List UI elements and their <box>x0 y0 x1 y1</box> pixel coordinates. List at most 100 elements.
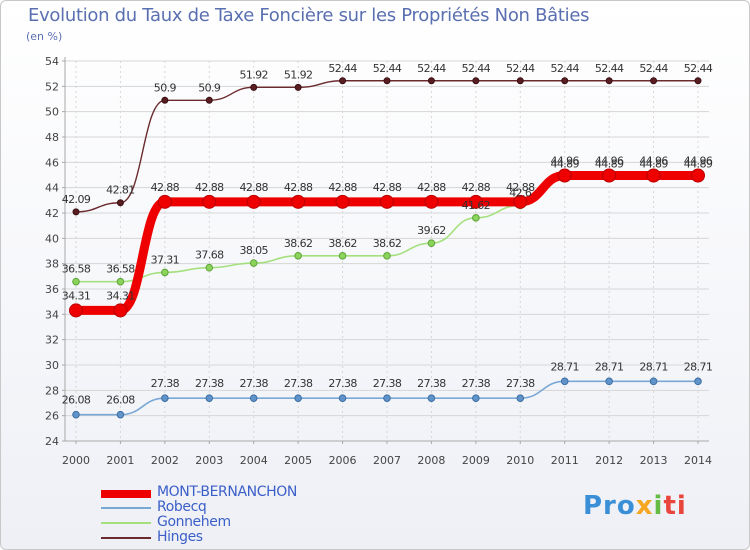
data-label-mont-bernanchon: 44.96 <box>595 155 624 168</box>
data-point-gonnehem <box>161 268 169 277</box>
data-point-mont-bernanchon <box>69 303 83 318</box>
y-tick-label: 40 <box>45 232 59 245</box>
data-point-mont-bernanchon <box>202 194 217 209</box>
legend-label-mont-bernanchon: MONT-BERNANCHON <box>157 484 297 500</box>
data-label-hinges: 52.44 <box>595 62 624 75</box>
data-label-robecq: 27.38 <box>328 377 357 390</box>
data-point-mont-bernanchon <box>646 168 661 183</box>
y-tick-label: 46 <box>45 156 59 169</box>
data-label-gonnehem: 39.62 <box>417 224 446 237</box>
y-tick-label: 30 <box>45 359 59 372</box>
data-point-mont-bernanchon <box>246 194 261 209</box>
logo-part: i <box>653 491 664 521</box>
data-point-gonnehem <box>116 277 125 286</box>
data-label-robecq: 26.08 <box>62 394 91 407</box>
data-label-robecq: 28.71 <box>595 360 624 373</box>
y-tick-label: 36 <box>45 283 59 296</box>
data-label-gonnehem: 38.62 <box>373 237 402 250</box>
data-label-hinges: 51.92 <box>284 68 313 81</box>
data-label-robecq: 27.38 <box>506 377 535 390</box>
y-tick-label: 32 <box>45 334 59 347</box>
data-label-robecq: 26.08 <box>106 394 135 407</box>
data-point-hinges <box>294 83 302 91</box>
y-tick-label: 42 <box>45 207 59 220</box>
data-point-hinges <box>72 208 80 216</box>
data-label-robecq: 27.38 <box>417 377 446 390</box>
data-point-mont-bernanchon <box>602 168 617 183</box>
x-tick-label: 2014 <box>684 454 712 467</box>
data-point-gonnehem <box>383 252 391 260</box>
data-point-mont-bernanchon <box>380 194 394 209</box>
data-label-robecq: 28.71 <box>639 360 668 373</box>
data-point-hinges <box>116 199 124 207</box>
x-tick-label: 2005 <box>284 454 312 467</box>
data-point-robecq <box>383 394 391 402</box>
data-label-hinges: 50.9 <box>198 81 221 94</box>
data-point-robecq <box>560 377 569 386</box>
data-point-robecq <box>338 394 347 402</box>
x-tick-label: 2000 <box>62 454 90 467</box>
y-tick-label: 44 <box>45 182 59 195</box>
data-label-gonnehem: 36.58 <box>106 263 135 276</box>
data-label-hinges: 42.81 <box>106 184 135 197</box>
data-point-hinges <box>250 83 258 91</box>
data-point-robecq <box>161 394 169 402</box>
logo-part: ti <box>663 491 687 521</box>
data-label-mont-bernanchon: 42.88 <box>195 181 224 194</box>
data-point-hinges <box>472 77 480 85</box>
data-point-hinges <box>561 77 569 85</box>
data-label-mont-bernanchon: 42.88 <box>328 181 357 194</box>
x-tick-label: 2001 <box>106 454 134 467</box>
x-tick-label: 2006 <box>329 454 357 467</box>
data-point-hinges <box>383 77 391 85</box>
data-label-gonnehem: 44.89 <box>595 157 624 170</box>
legend-label-hinges: Hinges <box>157 529 203 545</box>
x-tick-label: 2004 <box>240 454 268 467</box>
data-point-hinges <box>339 77 347 85</box>
data-point-robecq <box>516 394 525 402</box>
data-label-gonnehem: 38.62 <box>328 237 357 250</box>
chart-title: Evolution du Taux de Taxe Foncière sur l… <box>28 5 590 26</box>
data-label-gonnehem: 38.05 <box>239 244 268 257</box>
data-point-mont-bernanchon <box>157 194 172 209</box>
data-label-mont-bernanchon: 44.96 <box>639 155 668 168</box>
y-tick-label: 26 <box>45 410 59 423</box>
legend-label-gonnehem: Gonnehem <box>157 514 231 530</box>
data-label-mont-bernanchon: 44.96 <box>684 155 713 168</box>
data-label-mont-bernanchon: 42.88 <box>151 181 180 194</box>
data-label-mont-bernanchon: 42.88 <box>417 181 446 194</box>
data-point-hinges <box>650 77 658 85</box>
x-tick-label: 2003 <box>195 454 223 467</box>
logo-part: Pro <box>583 491 636 521</box>
proxiti-logo: Proxiti <box>583 491 687 521</box>
data-label-robecq: 27.38 <box>151 377 180 390</box>
data-point-hinges <box>516 77 524 85</box>
legend-swatch-mont-bernanchon <box>101 490 151 498</box>
data-label-gonnehem: 44.89 <box>684 157 713 170</box>
y-tick-label: 28 <box>45 384 59 397</box>
data-label-hinges: 52.44 <box>684 62 713 75</box>
data-label-hinges: 52.44 <box>417 62 446 75</box>
data-point-hinges <box>205 96 213 104</box>
legend-swatch-gonnehem <box>101 522 151 524</box>
data-point-robecq <box>72 410 80 419</box>
y-tick-label: 52 <box>45 80 59 93</box>
data-label-hinges: 42.09 <box>62 193 91 206</box>
data-point-mont-bernanchon <box>424 194 439 209</box>
data-label-robecq: 27.38 <box>195 377 224 390</box>
y-tick-label: 24 <box>45 435 59 448</box>
data-point-hinges <box>605 77 613 85</box>
data-label-gonnehem: 42.6 <box>509 186 532 199</box>
data-label-robecq: 27.38 <box>462 377 491 390</box>
data-label-hinges: 52.44 <box>550 62 579 75</box>
legend-swatch-hinges <box>101 537 151 539</box>
x-tick-label: 2007 <box>373 454 401 467</box>
data-label-hinges: 51.92 <box>239 68 268 81</box>
logo-part: x <box>635 491 654 521</box>
data-label-hinges: 52.44 <box>328 62 357 75</box>
data-label-robecq: 28.71 <box>684 360 713 373</box>
x-tick-label: 2012 <box>595 454 623 467</box>
data-label-hinges: 52.44 <box>639 62 668 75</box>
data-label-robecq: 28.71 <box>550 360 579 373</box>
